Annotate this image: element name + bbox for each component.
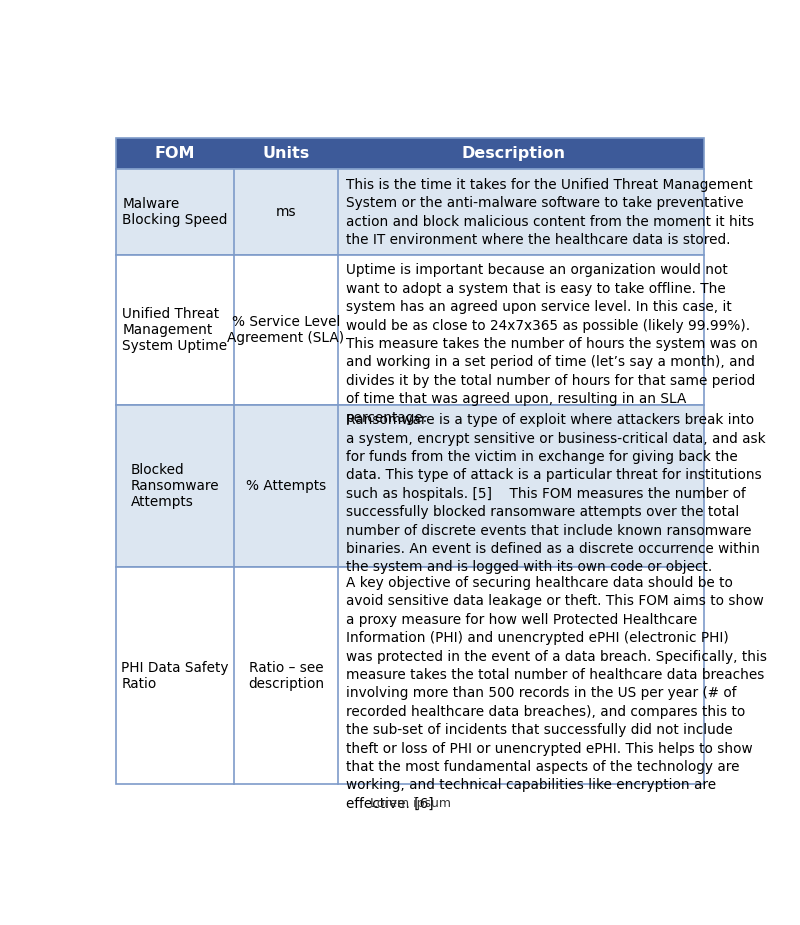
- Text: Blocked
Ransomware
Attempts: Blocked Ransomware Attempts: [130, 462, 219, 510]
- Text: Ratio – see
description: Ratio – see description: [248, 660, 324, 691]
- Text: A key objective of securing healthcare data should be to
avoid sensitive data le: A key objective of securing healthcare d…: [346, 576, 766, 810]
- Text: Description: Description: [461, 146, 565, 161]
- Text: Units: Units: [262, 146, 310, 161]
- Text: Unified Threat
Management
System Uptime: Unified Threat Management System Uptime: [122, 306, 227, 353]
- Bar: [116, 567, 704, 784]
- Text: ms: ms: [276, 205, 296, 219]
- Text: Ransomware is a type of exploit where attackers break into
a system, encrypt sen: Ransomware is a type of exploit where at…: [346, 413, 766, 574]
- Text: PHI Data Safety
Ratio: PHI Data Safety Ratio: [121, 660, 229, 691]
- Bar: [116, 255, 704, 405]
- Bar: [116, 138, 704, 169]
- Text: Uptime is important because an organization would not
want to adopt a system tha: Uptime is important because an organizat…: [346, 264, 758, 425]
- Text: % Attempts: % Attempts: [246, 479, 326, 493]
- Text: Lorem ipsum: Lorem ipsum: [370, 796, 450, 809]
- Bar: [116, 169, 704, 255]
- Text: Malware
Blocking Speed: Malware Blocking Speed: [122, 197, 227, 228]
- Text: % Service Level
Agreement (SLA): % Service Level Agreement (SLA): [227, 314, 345, 345]
- Bar: [116, 405, 704, 567]
- Text: FOM: FOM: [154, 146, 195, 161]
- Text: This is the time it takes for the Unified Threat Management
System or the anti-m: This is the time it takes for the Unifie…: [346, 178, 754, 247]
